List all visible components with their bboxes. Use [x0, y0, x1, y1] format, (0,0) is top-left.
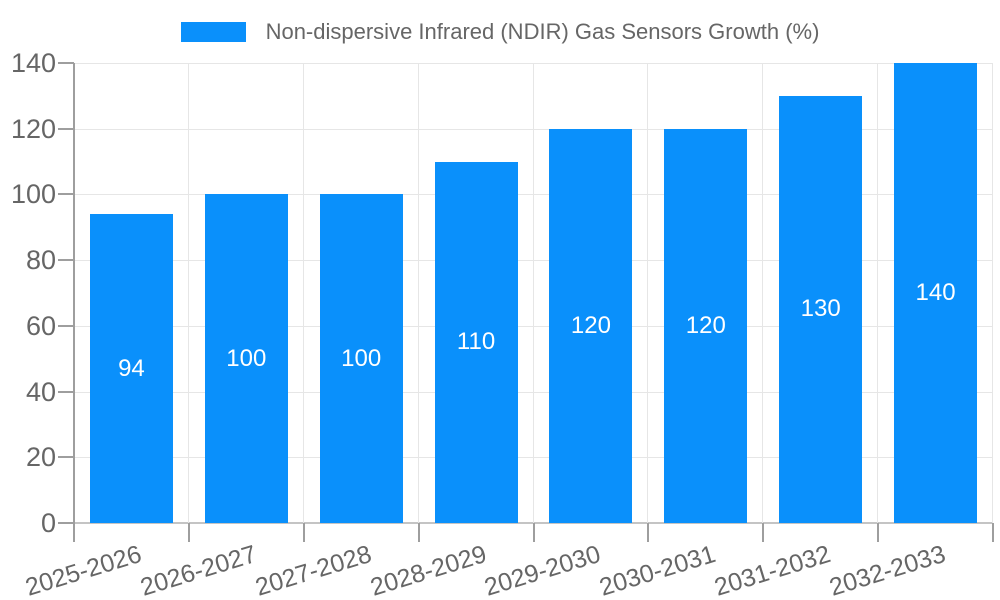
gridline-horizontal	[74, 391, 993, 393]
bar[interactable]: 110	[434, 161, 518, 523]
x-axis-tick	[532, 523, 535, 542]
gridline-horizontal	[74, 457, 993, 459]
gridline-vertical	[302, 63, 304, 523]
y-axis-label: 100	[10, 179, 56, 210]
legend-swatch-icon	[180, 22, 246, 42]
bar-value-label: 140	[915, 279, 956, 306]
legend[interactable]: Non-dispersive Infrared (NDIR) Gas Senso…	[0, 18, 1000, 46]
gridline-vertical	[417, 63, 419, 523]
y-axis-label: 60	[25, 310, 56, 341]
bar-value-label: 100	[341, 344, 382, 372]
x-axis-label: 2032-2033	[826, 540, 949, 600]
gridline-horizontal	[74, 325, 993, 327]
gridline-vertical	[532, 63, 534, 523]
bar-value-label: 120	[685, 311, 726, 339]
x-axis-tick	[187, 523, 190, 542]
y-axis-label: 0	[40, 508, 56, 538]
gridline-horizontal	[74, 63, 993, 64]
x-axis-label: 2025-2026	[22, 540, 145, 600]
gridline-horizontal	[74, 260, 993, 262]
x-axis-tick	[302, 523, 305, 542]
y-axis-tick	[58, 456, 74, 459]
bar[interactable]: 100	[319, 194, 403, 523]
y-axis-label: 140	[10, 48, 56, 78]
x-axis-label: 2030-2031	[596, 540, 719, 600]
x-axis-tick	[877, 523, 880, 542]
bar-value-label: 120	[570, 311, 611, 339]
x-axis-label: 2031-2032	[711, 540, 834, 600]
bar[interactable]: 130	[779, 95, 863, 523]
y-axis-tick	[58, 62, 74, 64]
x-axis-tick	[762, 523, 765, 542]
x-axis-label: 2029-2030	[481, 540, 605, 600]
x-axis-label: 2027-2028	[251, 540, 375, 600]
y-axis-label: 20	[25, 442, 56, 473]
bar-value-label: 100	[226, 344, 267, 372]
bar[interactable]: 140	[894, 63, 978, 523]
bar[interactable]: 120	[664, 128, 748, 523]
gridline-vertical	[187, 63, 189, 523]
x-axis-tick	[417, 523, 420, 542]
x-axis-tick	[647, 523, 650, 542]
y-axis-tick	[58, 390, 74, 393]
gridline-vertical	[762, 63, 764, 523]
y-axis-line	[73, 63, 75, 523]
bar-value-label: 94	[118, 354, 145, 382]
x-axis-label: 2026-2027	[136, 540, 260, 600]
y-axis-label: 120	[10, 113, 56, 144]
gridline-horizontal	[74, 128, 993, 130]
x-axis-label: 2028-2029	[366, 540, 490, 600]
y-axis-label: 40	[25, 376, 56, 407]
bar[interactable]: 100	[204, 194, 288, 523]
y-axis-tick	[58, 259, 74, 262]
y-axis-tick	[58, 127, 74, 130]
bar[interactable]: 120	[549, 128, 633, 523]
bar[interactable]: 94	[89, 214, 173, 523]
legend-label: Non-dispersive Infrared (NDIR) Gas Senso…	[265, 19, 820, 44]
y-axis-tick	[58, 324, 74, 327]
plot-area: 94 100 100 110 120 120 130 140	[73, 63, 993, 524]
y-axis-tick	[58, 522, 74, 524]
y-axis-label: 80	[25, 245, 56, 276]
bar-value-label: 110	[456, 328, 496, 356]
x-axis-tick	[73, 523, 75, 542]
gridline-horizontal	[74, 194, 993, 196]
bar-value-label: 130	[800, 295, 841, 323]
y-axis-tick	[58, 193, 74, 196]
gridline-vertical	[877, 63, 879, 523]
gridline-vertical	[992, 63, 993, 523]
gridline-vertical	[647, 63, 649, 523]
x-axis-tick	[992, 523, 994, 542]
